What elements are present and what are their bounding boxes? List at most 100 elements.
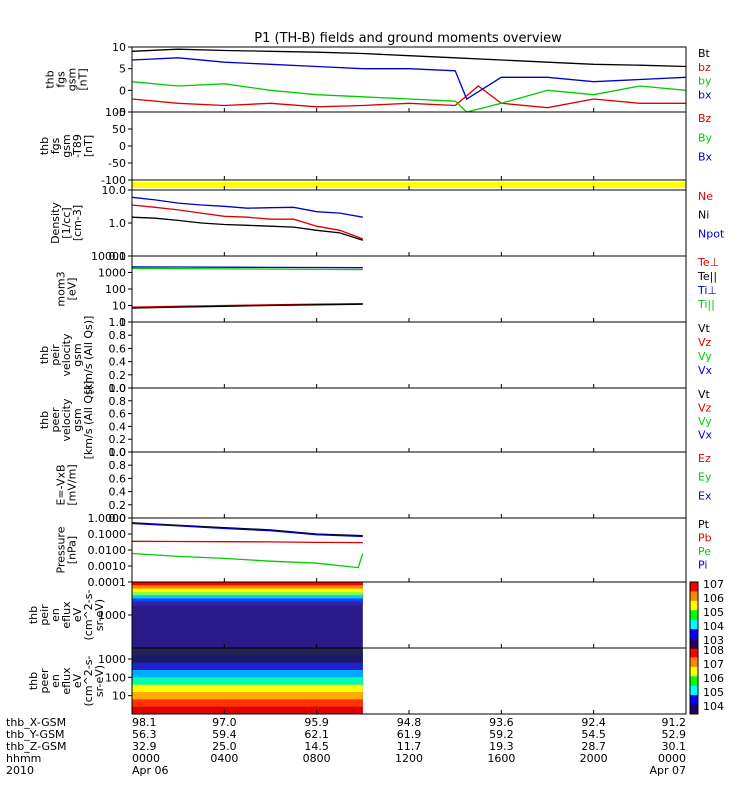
y-tick-label: 10 <box>112 690 126 703</box>
legend-entry: Ni <box>698 209 709 222</box>
y-axis-label: sr-eV) <box>93 599 106 631</box>
colorbar-segment <box>690 657 698 668</box>
ephem-value: 93.6 <box>489 716 514 729</box>
ephem-value: 19.3 <box>489 740 514 753</box>
y-tick-label: 1 <box>119 316 126 329</box>
y-axis-label: (cm^2-s- <box>82 590 95 641</box>
panel-frame <box>131 451 687 519</box>
panel-pressure: 1.0000 0.1000 0.0100 0.0010 0.0001 Pressure[n… <box>55 512 712 589</box>
y-axis-label: sr-eV) <box>93 665 106 697</box>
ephem-value: 2000 <box>580 752 608 765</box>
legend-entry: By <box>698 131 713 144</box>
legend-entry: Pb <box>698 532 712 545</box>
y-axis-label: peir <box>49 344 62 366</box>
panel-density: 10.0 1.0 0.1 Density[1/cc][cm-3] Ne Ni Npot <box>49 184 725 263</box>
y-tick-label: 0.2 <box>109 433 127 446</box>
ephem-row-label: 2010 <box>6 764 34 777</box>
y-tick-label: 0.8 <box>109 459 127 472</box>
ephem-row-label: thb_Z-GSM <box>6 740 66 753</box>
y-tick-label: 0.8 <box>109 395 127 408</box>
y-axis-label: gsm <box>60 134 73 157</box>
y-tick-label: 0.4 <box>109 356 127 369</box>
y-axis-label: peer <box>49 407 62 433</box>
ephem-value: 0000 <box>132 752 160 765</box>
series-line-Ti|| <box>131 267 363 271</box>
colorbar-label: 104 <box>703 620 724 633</box>
colorbar-label: 106 <box>703 672 724 685</box>
series-line-Pi <box>131 522 363 538</box>
y-axis-label: [cm-3] <box>71 205 84 241</box>
panel-frame <box>131 46 687 113</box>
y-axis-label: peer <box>38 668 51 694</box>
y-axis-label: eV <box>71 607 84 622</box>
y-axis-label: [nT] <box>82 135 95 157</box>
y-axis-label: eflux <box>60 601 73 629</box>
ephem-row-label: hhmm <box>6 752 41 765</box>
colorbar-segment <box>690 582 698 592</box>
spectrogram-band <box>132 582 363 586</box>
legend-entry: Pi <box>698 559 707 572</box>
y-tick-label: 100 <box>105 671 126 684</box>
y-tick-label: 10 <box>112 300 126 313</box>
y-axis-label: eV <box>71 673 84 688</box>
y-axis-label: velocity <box>60 398 73 441</box>
y-axis-label: [nPa] <box>66 536 79 564</box>
y-axis-label: Density <box>49 202 62 244</box>
legend-entry: bz <box>698 61 711 74</box>
colorbar-segment <box>690 685 698 696</box>
series-line-Pb <box>131 540 363 544</box>
y-axis-label: (cm^2-s- <box>82 656 95 707</box>
colorbar-label: 108 <box>703 644 724 657</box>
legend-entry: Bt <box>698 47 711 60</box>
y-tick-label: 1.0 <box>109 382 127 395</box>
y-axis-label: thb <box>38 411 51 429</box>
colorbar-segment <box>690 629 698 640</box>
y-axis-label: thb <box>27 606 40 624</box>
y-axis-label: fgs <box>55 71 68 88</box>
y-tick-label: 0.0 <box>109 446 127 459</box>
colorbar-segment <box>690 610 698 621</box>
colorbar-label: 105 <box>703 606 724 619</box>
ephem-value: 54.5 <box>581 728 606 741</box>
y-tick-label: -5 <box>115 106 126 119</box>
y-tick-label: 0.0 <box>109 512 127 525</box>
ephem-value: 91.2 <box>662 716 687 729</box>
panel-peer_v: 1.00.80.60.40.20.0thbpeervelocitygsm[km/… <box>38 381 713 460</box>
series-line-Ne <box>131 204 364 240</box>
ephem-value: 94.8 <box>397 716 422 729</box>
series-line-Pe <box>131 552 364 569</box>
panel-frame <box>131 189 687 257</box>
ephem-value: 92.4 <box>581 716 606 729</box>
y-tick-label: 1.0 <box>109 316 127 329</box>
ephem-value: 11.7 <box>397 740 422 753</box>
ephem-value: 25.0 <box>212 740 237 753</box>
legend-entry: Vt <box>698 388 711 401</box>
ephem-value: 1600 <box>487 752 515 765</box>
y-axis-label: [nT] <box>77 68 90 90</box>
colorbar-label: 105 <box>703 686 724 699</box>
y-tick-label: 0.0010 <box>88 560 127 573</box>
spectrogram-band <box>132 588 363 593</box>
legend-entry: Ti⊥ <box>697 284 717 297</box>
legend-entry: Ez <box>698 452 711 465</box>
legend-entry: Ey <box>698 471 712 484</box>
y-tick-label: 0.2 <box>109 369 127 382</box>
spectrogram-band <box>132 692 363 700</box>
y-axis-label: thb <box>38 137 51 155</box>
y-axis-label: velocity <box>60 333 73 376</box>
ephem-value: Apr 07 <box>649 764 686 777</box>
legend-entry: Ti|| <box>697 298 715 311</box>
spectrogram-band <box>132 670 363 678</box>
spectrogram-band <box>132 585 363 590</box>
y-axis-label: gsm <box>66 68 79 91</box>
y-axis-label: fgs <box>49 137 62 154</box>
flag-bar <box>132 182 686 188</box>
ephem-value: 14.5 <box>304 740 329 753</box>
panel-frame <box>131 255 687 323</box>
y-tick-label: 5 <box>119 63 126 76</box>
panel-frame <box>131 387 687 453</box>
colorbar-segment <box>690 638 698 649</box>
